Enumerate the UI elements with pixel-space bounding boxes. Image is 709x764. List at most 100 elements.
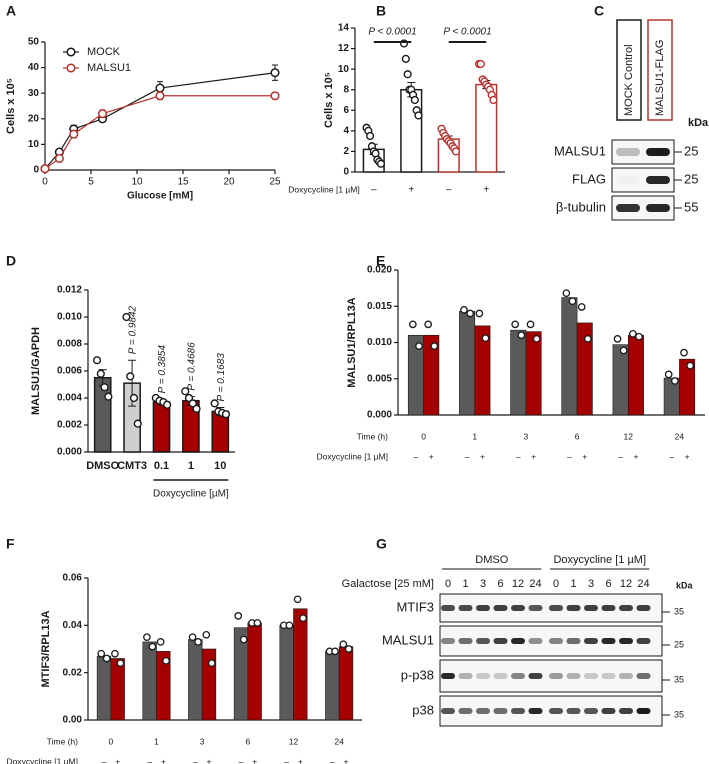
lane-label: 1 [570, 578, 576, 590]
lane-label: 12 [620, 578, 632, 590]
data-point [181, 387, 190, 396]
data-point [517, 331, 526, 340]
lane-label: MOCK Control [623, 44, 635, 116]
data-point [511, 320, 520, 329]
blot-band [476, 605, 490, 611]
y-tick-label: 4 [343, 125, 349, 136]
data-point [239, 635, 248, 644]
blot-band [619, 673, 633, 679]
data-point [475, 309, 484, 318]
blot-band [476, 708, 490, 714]
data-point [202, 630, 211, 639]
data-point [163, 400, 172, 409]
bar [152, 401, 171, 453]
blot-band [584, 673, 598, 679]
bar [338, 646, 354, 721]
data-point [401, 54, 410, 63]
y-tick-label: 0.015 [367, 301, 392, 312]
data-point [583, 335, 592, 343]
bar [110, 658, 125, 721]
data-point [344, 645, 353, 653]
x-axis-label: Doxycycline [1 µM] [288, 184, 360, 194]
data-point [40, 164, 50, 174]
legend-label: MALSU1 [87, 62, 131, 74]
bar [156, 651, 171, 721]
series-label: – [465, 451, 470, 461]
blot-band [528, 708, 543, 714]
data-point [102, 654, 111, 663]
data-point [460, 306, 468, 314]
marker-label: 25 [684, 143, 698, 158]
y-tick-label: 0.006 [57, 366, 82, 377]
blot-band [458, 605, 473, 611]
blot-band [646, 176, 670, 184]
data-point [129, 393, 139, 403]
x-tick-label: DMSO [86, 460, 119, 472]
x-tick-label: 10 [214, 460, 226, 472]
data-point [476, 59, 485, 69]
y-axis-label: Cells x 10⁵ [5, 78, 17, 134]
bar [561, 297, 578, 416]
annotation: P = 0.9842 [128, 305, 139, 354]
marker-label: 35 [674, 674, 684, 684]
series-label: – [669, 451, 674, 461]
y-tick-label: 0.02 [63, 667, 83, 678]
row-label: p38 [412, 702, 434, 717]
x-tick-label: 0 [108, 736, 113, 746]
data-point [331, 647, 339, 656]
y-tick-label: 0.06 [63, 573, 83, 584]
y-tick-label: 0.04 [63, 620, 83, 631]
bar [96, 655, 112, 721]
marker-label: 35 [674, 709, 684, 719]
data-point [466, 309, 474, 318]
y-axis-label: MALSU1/RPL13A [346, 297, 358, 388]
blot-band [549, 605, 563, 611]
bar [142, 641, 157, 721]
blot-band [601, 638, 616, 644]
panel-label: G [376, 536, 387, 552]
blot-band [636, 638, 651, 644]
x-tick-label: 10 [131, 177, 143, 188]
data-point [410, 95, 419, 105]
group-label: Doxycycline [1 µM] [553, 554, 646, 566]
blot-band [616, 204, 640, 212]
data-point [285, 621, 294, 630]
data-point [568, 297, 577, 306]
lane-label: 3 [588, 578, 594, 590]
blot-band [493, 708, 508, 714]
data-point [54, 153, 64, 164]
data-point [629, 329, 637, 338]
legend-marker [66, 63, 76, 73]
blot-band [458, 638, 473, 644]
x-tick-label: 0 [421, 431, 426, 441]
row-label: MALSU1 [554, 143, 606, 158]
data-point [207, 659, 216, 668]
data-point [424, 320, 433, 329]
blot-band [601, 605, 616, 611]
blot-band [441, 605, 455, 611]
data-point [155, 91, 165, 101]
unit-label: kDa [676, 580, 694, 590]
y-tick-label: 0.000 [367, 410, 392, 421]
group-label: DMSO [475, 554, 508, 566]
x-tick-label: 1 [472, 431, 477, 441]
x-tick-label: 6 [245, 736, 250, 746]
series-label: – [330, 756, 335, 764]
blot-band [493, 673, 508, 679]
legend-marker [66, 47, 76, 57]
bar [627, 334, 644, 416]
data-point [270, 68, 280, 78]
x-tick-label: 3 [524, 431, 529, 441]
data-point [562, 289, 571, 298]
data-point [526, 320, 535, 329]
data-point [664, 370, 673, 379]
annotation: P < 0.0001 [443, 27, 491, 38]
data-point [532, 335, 541, 343]
blot-band [458, 673, 473, 679]
x-tick-label: 0 [42, 177, 48, 188]
blot-band [441, 708, 455, 714]
series-label: + [531, 451, 536, 461]
y-tick-label: 10 [28, 139, 40, 150]
blot-band [636, 605, 651, 611]
marker-label: 55 [684, 199, 698, 214]
